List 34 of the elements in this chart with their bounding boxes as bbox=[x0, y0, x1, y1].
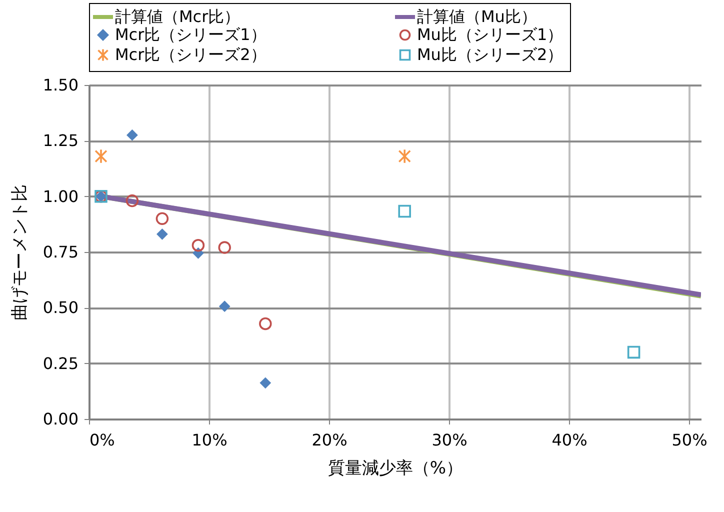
legend-label: 計算値（Mcr比） bbox=[115, 7, 240, 26]
legend-label: Mu比（シリーズ2） bbox=[417, 45, 564, 64]
y-tick-label: 0.75 bbox=[42, 242, 78, 262]
point bbox=[627, 346, 640, 359]
point bbox=[156, 212, 169, 225]
x-tick-label: 40% bbox=[552, 430, 588, 450]
y-tick-label: 1.00 bbox=[42, 186, 78, 206]
y-axis-title: 曲げモーメント比 bbox=[10, 184, 30, 320]
y-tick-label: 0.25 bbox=[42, 354, 78, 373]
y-tick-label: 0.00 bbox=[42, 410, 78, 428]
x-tick-label: 10% bbox=[192, 430, 228, 450]
point bbox=[126, 129, 138, 141]
point bbox=[156, 228, 168, 240]
point bbox=[94, 148, 108, 164]
point bbox=[398, 148, 411, 164]
x-tick-label: 0% bbox=[90, 430, 115, 450]
x-axis-title: 質量減少率（%） bbox=[328, 458, 464, 478]
legend-label: Mcr比（シリーズ1） bbox=[115, 25, 266, 44]
y-tick-label: 1.25 bbox=[42, 131, 78, 150]
point bbox=[398, 204, 411, 218]
legend-label: Mcr比（シリーズ2） bbox=[115, 45, 266, 64]
legend-label: Mu比（シリーズ1） bbox=[417, 25, 564, 44]
point bbox=[192, 238, 205, 252]
point bbox=[218, 241, 231, 254]
point bbox=[260, 377, 272, 389]
x-tick-label: 30% bbox=[432, 430, 468, 450]
y-tick-label: 1.50 bbox=[42, 76, 78, 94]
x-tick-label: 20% bbox=[312, 430, 348, 450]
point bbox=[218, 300, 230, 312]
point bbox=[126, 194, 139, 208]
legend-label: 計算値（Mu比） bbox=[417, 7, 537, 26]
y-tick-label: 0.50 bbox=[42, 298, 78, 318]
x-tick-label: 50% bbox=[672, 430, 708, 450]
point bbox=[259, 317, 272, 330]
